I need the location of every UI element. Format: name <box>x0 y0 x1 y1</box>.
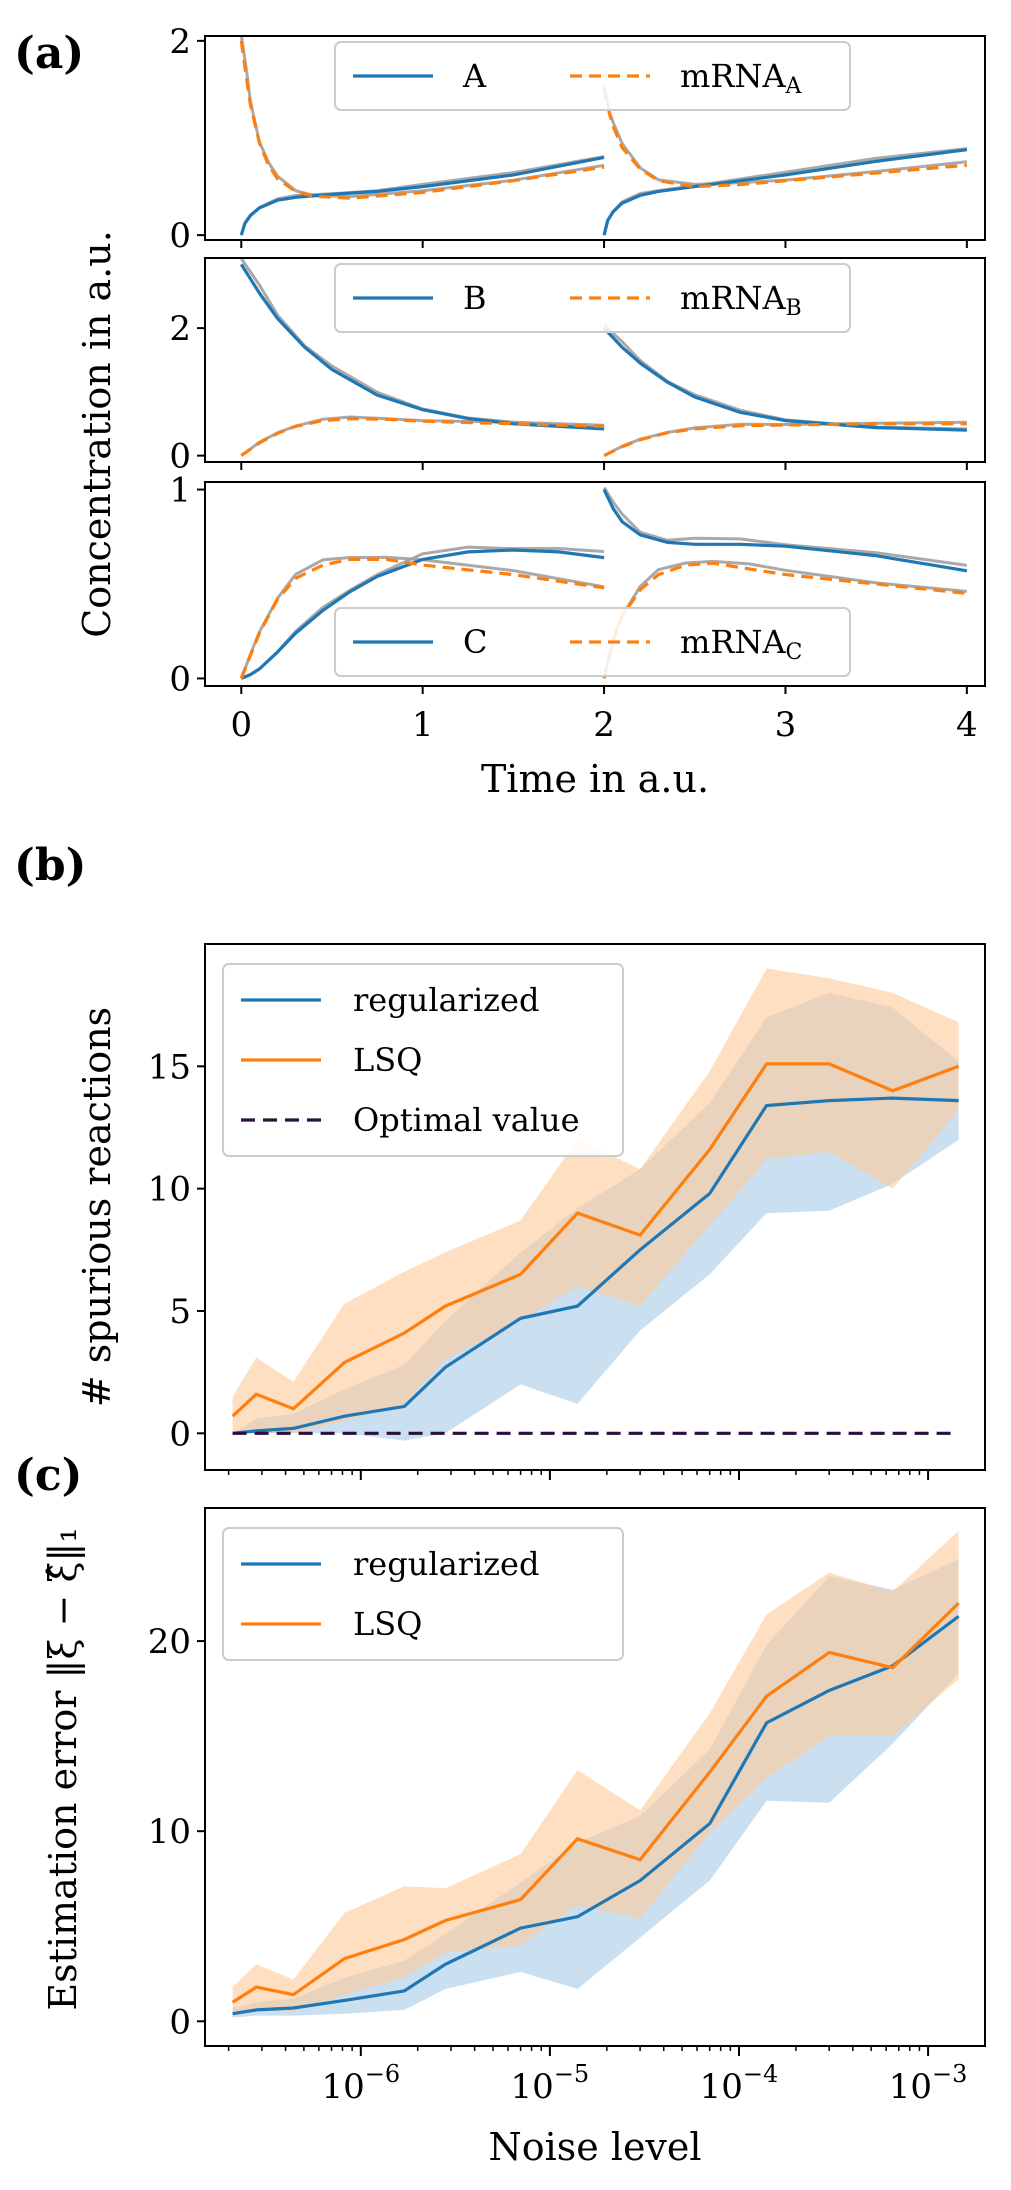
plot-c-series-regularized <box>232 1615 960 2016</box>
plot-a3-series-c <box>240 488 968 680</box>
plot-b-frame <box>204 943 986 1471</box>
plot-c-legend-frame <box>222 1527 624 1661</box>
plot-a1-series-a <box>239 148 968 236</box>
plot-a1-frame <box>204 35 986 241</box>
plot-c-xtick-label-2: 10−4 <box>700 2060 779 2107</box>
plot-b-series-regularized <box>232 1096 959 1435</box>
plot-a3-series-mrna-c <box>239 557 968 679</box>
plot-b-legend-label-2: LSQ <box>353 1041 422 1079</box>
plot-a2-ytick-label-1: 2 <box>169 309 191 349</box>
plot-c-legend-label-2: LSQ <box>353 1605 422 1643</box>
plot-a1-legend-label-2: mRNAA <box>680 57 803 99</box>
panel-label-c: (c) <box>14 1450 82 1501</box>
plot-a3-xtick-label-2: 2 <box>593 705 615 745</box>
plot-b-ytick-label-2: 10 <box>148 1170 191 1210</box>
xlabel-c: Noise level <box>488 2125 701 2169</box>
plot-c-series-lsq <box>231 1601 960 2004</box>
plot-a3-ytick-label-1: 1 <box>169 471 191 511</box>
plot-a2-series-b <box>239 263 967 432</box>
plot-a2-ytick-label-0: 0 <box>169 437 191 477</box>
plot-a2-legend-label-1: B <box>463 279 487 317</box>
plot-a2-series-mrna-b <box>240 416 967 458</box>
plot-a-subplot-3: 0 1 0 1 2 3 4 C mRNAC <box>169 471 986 745</box>
panel-label-a: (a) <box>14 28 84 79</box>
ylabel-c: Estimation error ‖ξ − ξ̂‖₁ <box>41 1527 85 2010</box>
ylabel-a: Concentration in a.u. <box>75 230 119 638</box>
plot-a3-ytick-label-0: 0 <box>169 659 191 699</box>
xlabel-a: Time in a.u. <box>481 757 709 801</box>
plot-a3-xtick-label-4: 4 <box>956 705 978 745</box>
plot-b-series-lsq <box>231 1062 960 1418</box>
panel-label-b: (b) <box>14 840 86 891</box>
plot-a3-xtick-label-3: 3 <box>775 705 797 745</box>
plot-b: 0 5 10 15 regularized LSQ Optimal value <box>148 943 986 1480</box>
plot-a-subplot-1: 0 2 A mRNAA <box>169 22 986 256</box>
plot-b-legend-frame <box>222 963 624 1157</box>
plot-b-legend-label-3: Optimal value <box>353 1101 580 1139</box>
plot-a1-ytick-label-1: 2 <box>169 22 191 62</box>
plot-c-legend-label-1: regularized <box>353 1545 539 1583</box>
plot-a3-xtick-label-0: 0 <box>230 705 252 745</box>
plot-b-band-lsq <box>232 968 959 1434</box>
plot-a2-legend-label-2: mRNAB <box>680 279 802 321</box>
plot-c-ytick-label-1: 10 <box>148 1812 191 1852</box>
ylabel-b: # spurious reactions <box>75 1007 119 1407</box>
plot-c-ytick-label-0: 0 <box>169 2002 191 2042</box>
plot-a3-legend-label-1: C <box>463 623 487 661</box>
plot-c-xtick-label-3: 10−3 <box>889 2060 968 2107</box>
plot-a1-ytick-label-0: 0 <box>169 216 191 256</box>
plot-b-ytick-label-0: 0 <box>169 1414 191 1454</box>
plot-a3-legend-label-2: mRNAC <box>680 623 802 665</box>
plot-c: 0 10 20 10−6 10−5 10−4 10−3 regularized LSQ <box>148 1507 986 2107</box>
plot-c-ytick-label-2: 20 <box>148 1622 191 1662</box>
plot-a2-frame <box>204 257 986 463</box>
plot-a1-series-mrna-a <box>239 40 968 200</box>
plot-a1-legend-label-1: A <box>462 57 487 95</box>
plot-c-frame <box>204 1507 986 2047</box>
plot-c-xtick-label-0: 10−6 <box>321 2060 400 2107</box>
plot-b-ytick-label-1: 5 <box>169 1292 191 1332</box>
plot-c-xtick-label-1: 10−5 <box>511 2060 590 2107</box>
plot-b-ytick-label-3: 15 <box>148 1047 191 1087</box>
plot-b-legend-label-1: regularized <box>353 981 539 1019</box>
plot-a-subplot-2: 0 2 B mRNAB <box>169 257 986 477</box>
plot-a3-frame <box>204 481 986 687</box>
plot-c-band-lsq <box>232 1530 959 2016</box>
plot-a3-xtick-label-1: 1 <box>412 705 434 745</box>
